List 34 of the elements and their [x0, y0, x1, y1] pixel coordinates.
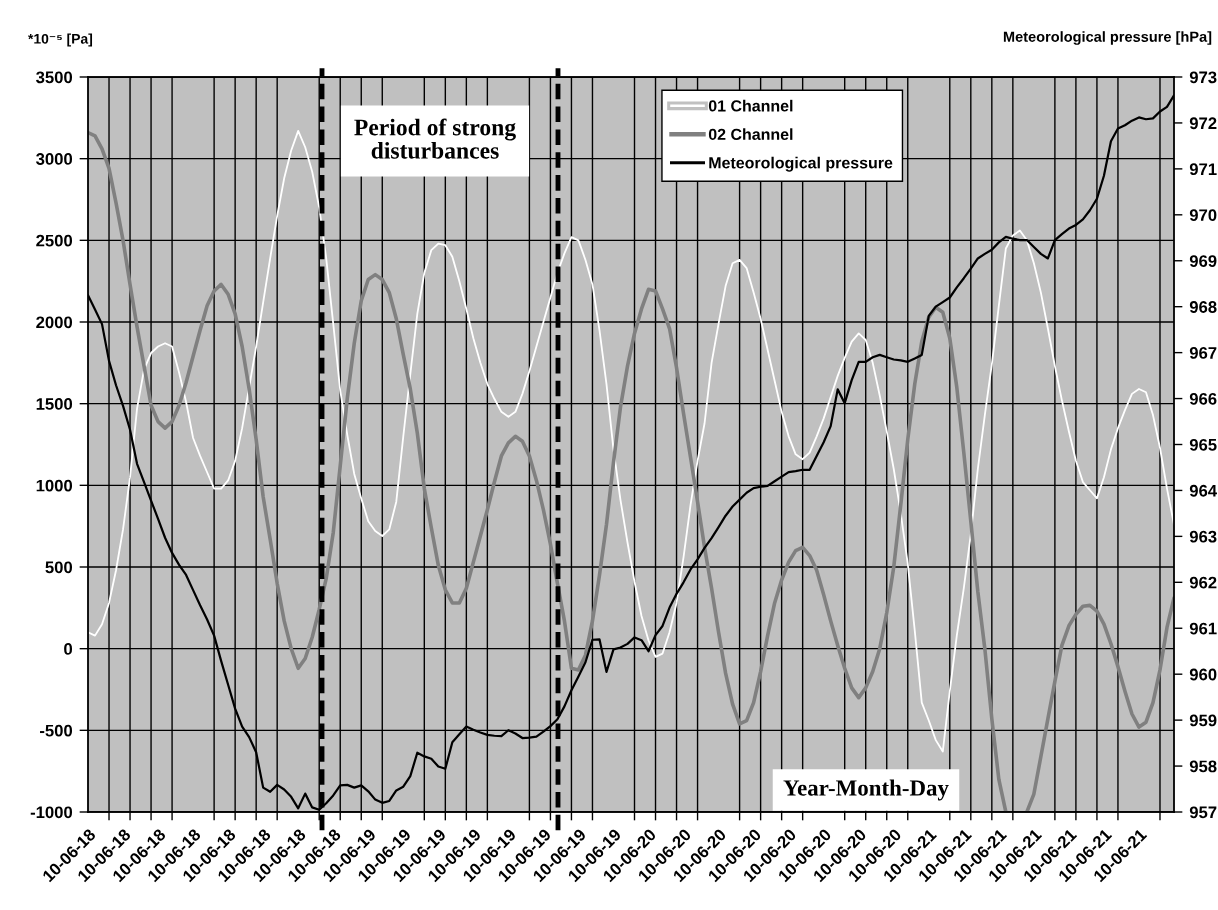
x-axis-title: Year-Month-Day — [783, 779, 949, 801]
y-tick-label: 500 — [45, 561, 73, 574]
y-tick-label: 2000 — [36, 316, 73, 329]
y2-tick-label: 971 — [1189, 163, 1217, 176]
y-tick-label: 0 — [64, 643, 73, 655]
y2-tick-label: 963 — [1189, 530, 1217, 543]
y2-tick-label: 967 — [1189, 347, 1217, 359]
y-tick-label: 3000 — [36, 153, 73, 165]
y2-tick-label: 964 — [1189, 484, 1217, 497]
annotation: Period of strong disturbances — [354, 118, 516, 159]
y-tick-label: 3500 — [36, 71, 73, 84]
legend-label: 01 Channel — [708, 99, 793, 112]
y-tick-label: -500 — [40, 724, 73, 737]
y-tick-label: 1500 — [36, 398, 73, 410]
y-tick-label: 1000 — [36, 479, 73, 492]
y2-tick-label: 957 — [1189, 806, 1217, 819]
y2-tick-label: 958 — [1189, 760, 1217, 773]
legend-label: Meteorological pressure — [709, 156, 893, 172]
y2-tick-label: 966 — [1189, 392, 1217, 405]
y-tick-label: -1000 — [30, 806, 73, 819]
y-tick-label: 2500 — [36, 234, 73, 247]
y2-tick-label: 970 — [1189, 209, 1217, 222]
y2-tick-label: 962 — [1189, 576, 1217, 589]
y2-tick-label: 965 — [1189, 438, 1217, 451]
y2-tick-label: 961 — [1189, 622, 1217, 635]
y2-tick-label: 968 — [1189, 301, 1217, 313]
y2-tick-label: 972 — [1189, 117, 1217, 130]
y2-axis-title: Meteorological pressure [hPa] — [1003, 31, 1212, 45]
y2-tick-label: 960 — [1189, 668, 1217, 681]
legend-label: 02 Channel — [708, 128, 793, 141]
y2-tick-label: 969 — [1189, 255, 1217, 267]
y2-tick-label: 973 — [1189, 71, 1217, 84]
y-axis-title: *10⁻⁵ [Pa] — [28, 33, 93, 47]
y2-tick-label: 959 — [1189, 714, 1217, 727]
